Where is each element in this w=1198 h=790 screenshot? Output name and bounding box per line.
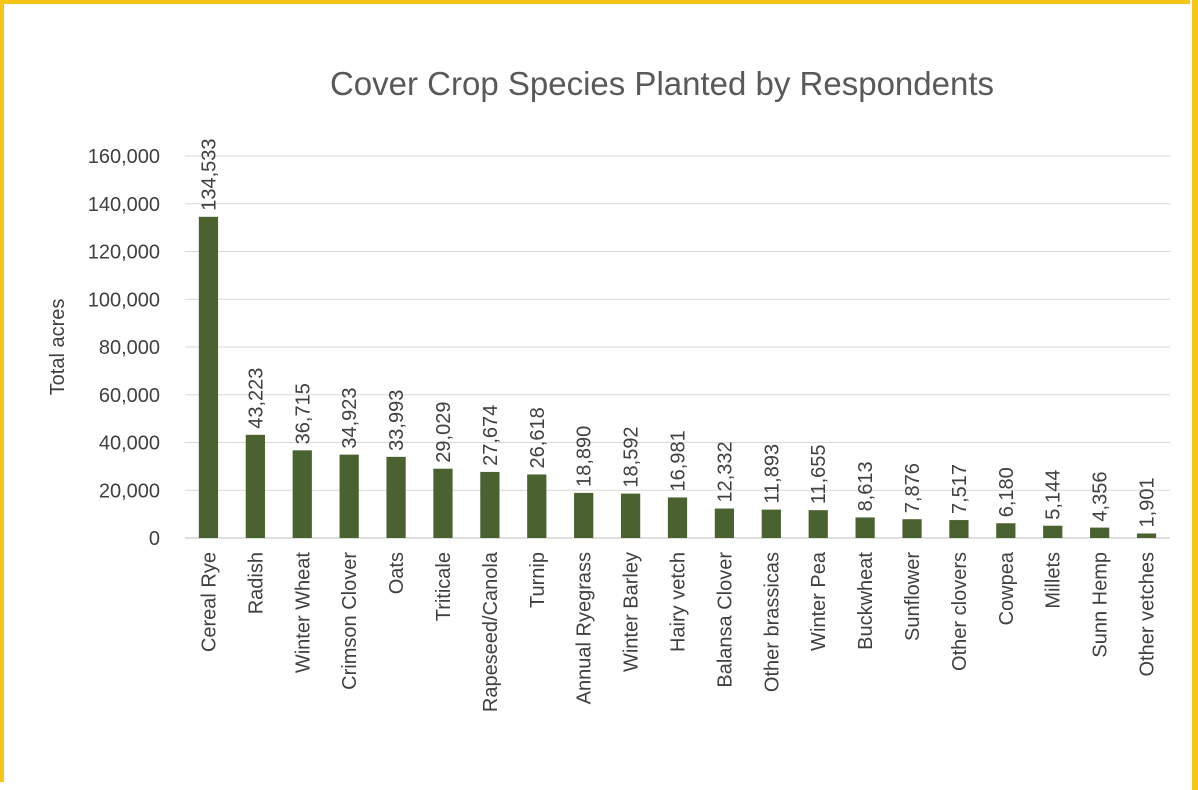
category-label: Millets — [1043, 552, 1065, 609]
category-label: Sunflower — [902, 552, 924, 641]
category-label: Other brassicas — [761, 552, 783, 692]
data-label: 134,533 — [198, 139, 220, 211]
bar — [292, 450, 312, 538]
data-label: 7,517 — [949, 464, 971, 514]
category-label: Oats — [386, 552, 408, 594]
bars — [198, 216, 1157, 538]
bar — [245, 434, 265, 538]
category-label: Other clovers — [949, 552, 971, 671]
category-label: Annual Ryegrass — [574, 552, 596, 704]
category-label: Other vetches — [1137, 552, 1159, 677]
data-label: 29,029 — [433, 402, 455, 463]
data-label: 12,332 — [714, 441, 736, 502]
data-label: 7,876 — [902, 463, 924, 513]
category-label: Turnip — [527, 552, 549, 608]
data-label: 1,901 — [1137, 477, 1159, 527]
data-label: 4,356 — [1090, 472, 1112, 522]
bar — [1090, 527, 1110, 538]
y-tick-label: 60,000 — [99, 385, 160, 407]
data-label: 11,655 — [808, 444, 830, 504]
data-label: 16,981 — [668, 430, 690, 491]
data-label: 8,613 — [855, 461, 877, 511]
bar — [1136, 533, 1157, 538]
category-label: Winter Wheat — [292, 552, 314, 674]
chart-title: Cover Crop Species Planted by Respondent… — [330, 65, 994, 102]
data-labels: 134,533 43,223 36,715 34,923 33,993 29,029 27,… — [198, 139, 1158, 528]
data-label: 5,144 — [1043, 470, 1065, 520]
data-label: 33,993 — [386, 390, 408, 451]
y-tick-label: 80,000 — [99, 337, 160, 359]
bar — [761, 509, 781, 538]
bar — [433, 468, 453, 538]
chart-border-right — [1192, 0, 1198, 790]
data-label: 6,180 — [996, 467, 1018, 517]
category-label: Cereal Rye — [198, 552, 220, 652]
data-label: 11,893 — [761, 444, 783, 504]
bar — [198, 216, 219, 538]
category-label: Balansa Clover — [714, 552, 736, 688]
data-label: 34,923 — [339, 387, 361, 448]
data-label: 43,223 — [245, 368, 267, 429]
bar — [996, 523, 1016, 538]
category-label: Cowpea — [996, 551, 1018, 625]
category-label: Hairy vetch — [668, 552, 690, 652]
bar — [667, 497, 688, 538]
data-label: 27,674 — [480, 405, 502, 466]
bar — [1043, 525, 1063, 538]
y-axis-ticks: 0 20,000 40,000 60,000 80,000 100,000 120,000 1… — [88, 146, 160, 550]
category-label: Radish — [245, 552, 267, 614]
bar — [855, 517, 875, 538]
y-tick-label: 40,000 — [99, 433, 160, 455]
bar — [386, 456, 406, 538]
bar — [574, 492, 594, 538]
y-tick-label: 120,000 — [88, 242, 160, 264]
data-label: 26,618 — [527, 407, 549, 468]
category-label: Crimson Clover — [339, 552, 361, 690]
bar — [527, 474, 547, 538]
y-tick-label: 0 — [149, 528, 160, 550]
bar — [480, 471, 500, 538]
category-label: Winter Pea — [808, 551, 830, 651]
y-tick-label: 140,000 — [88, 194, 160, 216]
y-axis-title: Total acres — [47, 299, 69, 396]
bar — [339, 454, 359, 538]
bar — [902, 519, 922, 538]
category-label: Winter Barley — [621, 552, 643, 672]
y-tick-label: 160,000 — [88, 146, 160, 168]
y-tick-label: 20,000 — [99, 480, 160, 502]
data-label: 18,592 — [621, 426, 643, 487]
category-label: Sunn Hemp — [1090, 552, 1112, 658]
data-label: 36,715 — [292, 383, 314, 444]
bar — [714, 508, 735, 538]
category-label: Buckwheat — [855, 552, 877, 650]
bar — [620, 493, 641, 538]
data-label: 18,890 — [574, 426, 596, 487]
bar — [949, 520, 969, 538]
y-tick-label: 100,000 — [88, 289, 160, 311]
category-label: Rapeseed/Canola — [480, 551, 502, 712]
bar — [808, 510, 828, 538]
category-label: Triticale — [433, 552, 455, 621]
x-axis-categories: Cereal Rye Radish Winter Wheat Crimson Clov… — [198, 551, 1158, 712]
